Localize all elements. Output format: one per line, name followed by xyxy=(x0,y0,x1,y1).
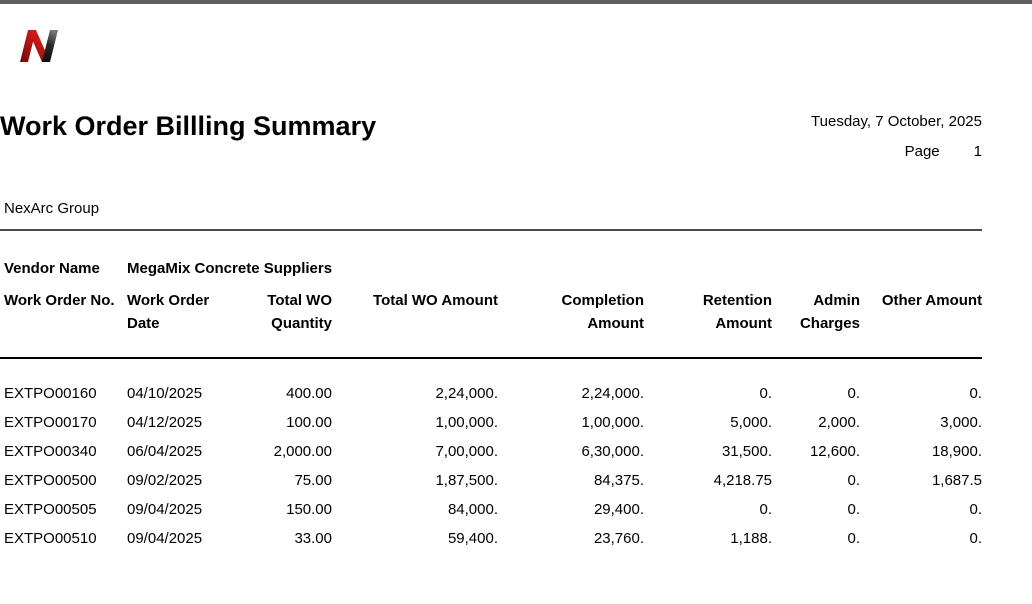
total-wo-amount: 7,00,000. xyxy=(435,443,498,460)
nexarc-n-logo xyxy=(20,30,58,62)
total-wo-amount: 1,00,000. xyxy=(435,414,498,431)
retention-amount: 4,218.75 xyxy=(713,472,772,489)
table-row: EXTPO00505 09/04/2025 150.00 84,000. 29,… xyxy=(0,495,982,524)
table-row: EXTPO00510 09/04/2025 33.00 59,400. 23,7… xyxy=(0,524,982,553)
retention-amount: 1,188. xyxy=(730,530,772,547)
total-wo-quantity: 2,000.00 xyxy=(273,443,332,460)
column-header-row: Work Order No. Work Order Date Total WO … xyxy=(0,289,982,335)
table-header: Vendor Name MegaMix Concrete Suppliers W… xyxy=(0,260,982,335)
total-wo-amount: 84,000. xyxy=(447,501,498,518)
page-number: 1 xyxy=(973,143,982,160)
other-amount: 0. xyxy=(969,385,982,402)
admin-charges: 0. xyxy=(847,530,860,547)
work-order-no: EXTPO00500 xyxy=(4,472,97,489)
retention-amount: 5,000. xyxy=(730,414,772,431)
table-row: EXTPO00340 06/04/2025 2,000.00 7,00,000.… xyxy=(0,437,982,466)
col-header-work-order-date: Work Order Date xyxy=(127,292,210,332)
col-header-total-wo-quantity: Total WO Quantity xyxy=(267,292,332,332)
completion-amount: 23,760. xyxy=(593,530,644,547)
other-amount: 18,900. xyxy=(931,443,982,460)
retention-amount: 31,500. xyxy=(721,443,772,460)
work-order-date: 04/12/2025 xyxy=(127,414,203,431)
admin-charges: 0. xyxy=(847,385,860,402)
admin-charges: 2,000. xyxy=(818,414,860,431)
total-wo-quantity: 100.00 xyxy=(286,414,332,431)
columns-divider xyxy=(0,357,982,359)
report-meta: Tuesday, 7 October, 2025 Page 1 xyxy=(811,110,982,161)
work-order-table: EXTPO00160 04/10/2025 400.00 2,24,000. 2… xyxy=(0,379,982,553)
total-wo-quantity: 400.00 xyxy=(286,385,332,402)
company-logo xyxy=(14,28,982,64)
admin-charges: 0. xyxy=(847,501,860,518)
work-order-no: EXTPO00340 xyxy=(4,443,97,460)
col-header-work-order-no: Work Order No. xyxy=(4,292,115,309)
page-indicator: Page 1 xyxy=(811,142,982,161)
page-label: Page xyxy=(904,143,940,160)
total-wo-quantity: 75.00 xyxy=(294,472,332,489)
report-title: Work Order Billling Summary xyxy=(0,111,377,141)
header-divider xyxy=(0,229,982,231)
table-row: EXTPO00500 09/02/2025 75.00 1,87,500. 84… xyxy=(0,466,982,495)
other-amount: 0. xyxy=(969,530,982,547)
table-row: EXTPO00170 04/12/2025 100.00 1,00,000. 1… xyxy=(0,408,982,437)
other-amount: 0. xyxy=(969,501,982,518)
work-order-no: EXTPO00510 xyxy=(4,530,97,547)
total-wo-quantity: 33.00 xyxy=(294,530,332,547)
total-wo-quantity: 150.00 xyxy=(286,501,332,518)
completion-amount: 6,30,000. xyxy=(581,443,644,460)
completion-amount: 1,00,000. xyxy=(581,414,644,431)
company-name: NexArc Group xyxy=(4,200,100,217)
work-order-date: 09/04/2025 xyxy=(127,501,203,518)
total-wo-amount: 59,400. xyxy=(447,530,498,547)
work-order-date: 09/02/2025 xyxy=(127,472,203,489)
total-wo-amount: 2,24,000. xyxy=(435,385,498,402)
table-row: EXTPO00160 04/10/2025 400.00 2,24,000. 2… xyxy=(0,379,982,408)
completion-amount: 84,375. xyxy=(593,472,644,489)
vendor-row: Vendor Name MegaMix Concrete Suppliers xyxy=(0,260,982,289)
col-header-other-amount: Other Amount xyxy=(881,292,983,309)
work-order-no: EXTPO00505 xyxy=(4,501,97,518)
top-accent-bar xyxy=(0,0,1032,4)
col-header-completion-amount: Completion Amount xyxy=(561,292,645,332)
other-amount: 1,687.5 xyxy=(931,472,982,489)
other-amount: 3,000. xyxy=(940,414,982,431)
admin-charges: 0. xyxy=(847,472,860,489)
col-header-total-wo-amount: Total WO Amount xyxy=(373,292,498,309)
completion-amount: 29,400. xyxy=(593,501,644,518)
retention-amount: 0. xyxy=(759,385,772,402)
col-header-retention-amount: Retention Amount xyxy=(702,292,772,332)
work-order-date: 09/04/2025 xyxy=(127,530,203,547)
completion-amount: 2,24,000. xyxy=(581,385,644,402)
report-date: Tuesday, 7 October, 2025 xyxy=(811,113,982,130)
work-order-date: 04/10/2025 xyxy=(127,385,203,402)
total-wo-amount: 1,87,500. xyxy=(435,472,498,489)
vendor-label: Vendor Name xyxy=(4,260,100,277)
admin-charges: 12,600. xyxy=(809,443,860,460)
work-order-no: EXTPO00170 xyxy=(4,414,97,431)
vendor-name: MegaMix Concrete Suppliers xyxy=(127,260,333,277)
retention-amount: 0. xyxy=(759,501,772,518)
work-order-date: 06/04/2025 xyxy=(127,443,203,460)
col-header-admin-charges: Admin Charges xyxy=(799,292,860,332)
work-order-no: EXTPO00160 xyxy=(4,385,97,402)
